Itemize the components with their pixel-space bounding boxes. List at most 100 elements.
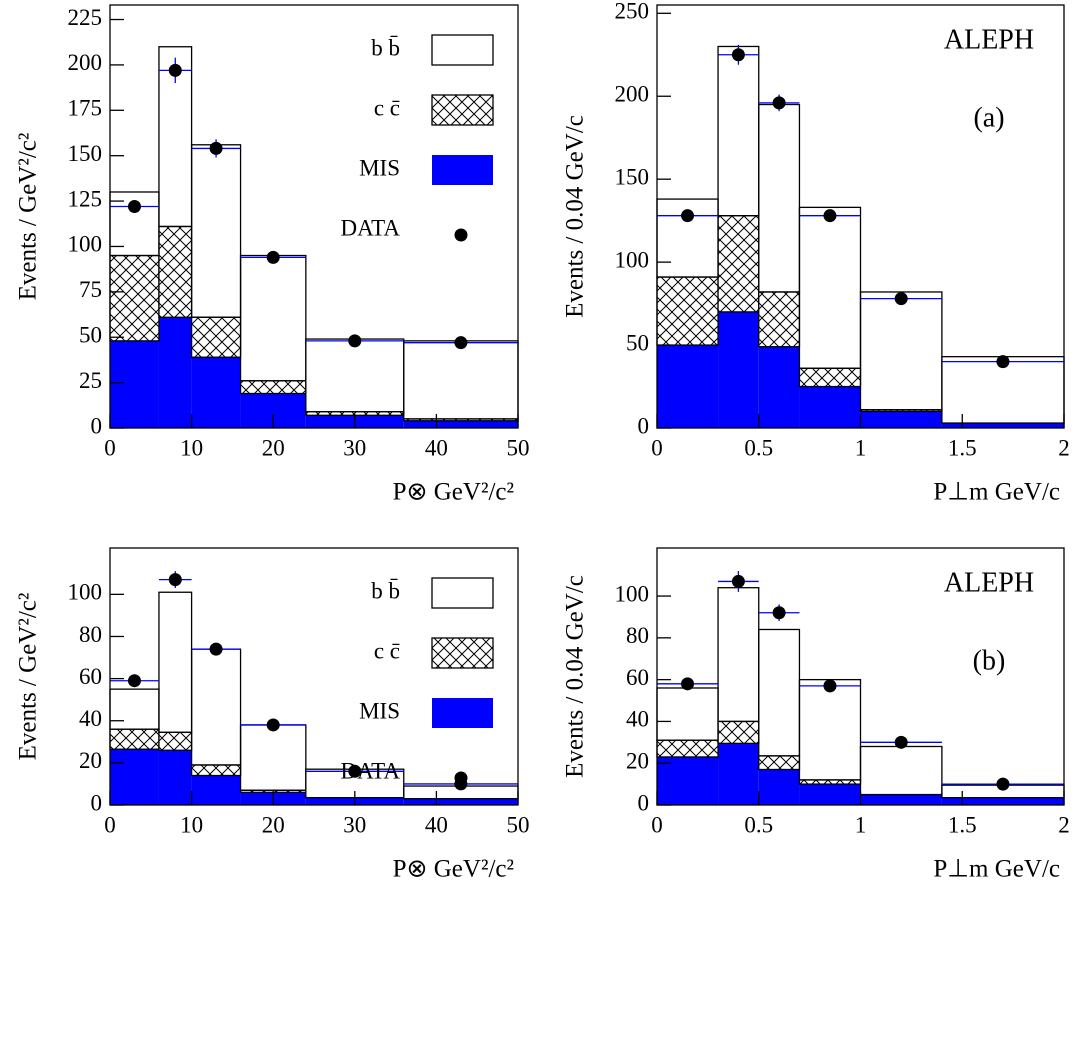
legend-swatch [432,698,493,728]
legend-label: DATA [341,215,401,240]
y-tick-label: 60 [626,665,649,690]
bar-segment [158,225,193,318]
y-tick-label: 200 [68,50,103,75]
data-point [168,573,182,587]
legend-marker [454,228,468,242]
bar-segment [799,784,861,805]
y-tick-label: 50 [79,323,102,348]
x-tick-label: 0 [651,435,663,460]
annotation: ALEPH [944,567,1034,598]
x-tick-label: 1 [855,435,867,460]
data-point [209,642,223,656]
bar-segment [860,794,942,805]
y-axis-label: Events / GeV²/c² [15,133,42,301]
bar-segment [657,345,719,428]
bar-segment [718,311,759,428]
data-point [731,48,745,62]
x-tick-label: 1.5 [948,435,977,460]
legend-swatch [431,94,494,126]
x-tick-label: 40 [425,812,448,837]
y-tick-label: 40 [626,707,649,732]
bar-segment [656,739,719,758]
y-tick-label: 20 [79,748,102,773]
legend-label: b b̄ [371,35,400,60]
data-point [996,777,1010,791]
bar-segment [758,291,801,348]
bar-segment [190,648,242,766]
y-tick-label: 175 [68,96,103,121]
bar-segment [158,731,193,751]
y-tick-label: 150 [68,141,103,166]
bar-segment [109,254,160,342]
annotation: ALEPH [944,24,1034,55]
y-tick-label: 25 [79,368,102,393]
legend-label: MIS [359,698,400,723]
y-tick-label: 80 [626,623,649,648]
y-tick-label: 20 [626,748,649,773]
legend-label: b b̄ [371,578,400,603]
x-tick-label: 2 [1058,435,1070,460]
bar-segment [403,798,518,805]
bar-segment [403,420,518,428]
y-tick-label: 0 [638,413,650,438]
data-point [681,209,695,223]
y-tick-label: 250 [615,0,650,24]
y-tick-label: 200 [615,82,650,107]
legend-label: c c̄ [374,638,400,663]
x-tick-label: 50 [507,812,530,837]
data-point [454,336,468,350]
x-tick-label: 30 [343,812,366,837]
legend-swatch [431,577,494,609]
y-tick-label: 50 [626,330,649,355]
bar-segment [859,291,943,411]
data-point [127,200,141,214]
y-axis-label: Events / GeV²/c² [15,593,42,761]
bar-segment [799,386,861,428]
data-point [348,764,362,778]
y-axis-label: Events / 0.04 GeV/c [562,115,589,318]
legend-swatch [432,155,493,185]
legend-swatch [431,637,494,669]
y-axis-label: Events / 0.04 GeV/c [562,575,589,778]
y-tick-label: 0 [91,790,103,815]
bar-segment [656,276,719,346]
bar-segment [859,745,943,796]
bar-segment [717,45,760,217]
bar-segment [798,678,862,781]
bar-segment [717,587,760,723]
x-tick-label: 40 [425,435,448,460]
data-point [127,674,141,688]
bar-segment [657,756,719,805]
data-point [996,355,1010,369]
x-axis-label: P⊗ GeV²/c² [393,479,514,506]
bar-segment [941,797,1064,805]
y-tick-label: 0 [638,790,650,815]
annotation: (b) [973,645,1006,676]
bar-segment [190,764,242,777]
bar-segment [158,750,192,805]
y-tick-label: 100 [615,581,650,606]
bar-segment [941,423,1064,428]
data-point [823,209,837,223]
bar-segment [305,338,405,413]
bar-segment [656,687,719,741]
x-tick-label: 0 [104,812,116,837]
bar-segment [158,317,192,428]
bar-segment [110,340,159,428]
bar-segment [717,215,760,313]
x-axis-label: P⊗ GeV²/c² [393,856,514,883]
data-point [772,96,786,110]
x-tick-label: 0.5 [744,435,773,460]
y-tick-label: 100 [68,580,103,605]
bar-segment [190,316,242,358]
bar-segment [109,728,160,750]
x-tick-label: 20 [262,435,285,460]
data-point [681,677,695,691]
y-tick-label: 80 [79,622,102,647]
bar-segment [191,775,241,805]
bar-segment [403,340,519,420]
y-tick-label: 225 [68,5,103,30]
data-point [266,718,280,732]
annotation: (a) [973,102,1004,133]
y-tick-label: 100 [68,232,103,257]
